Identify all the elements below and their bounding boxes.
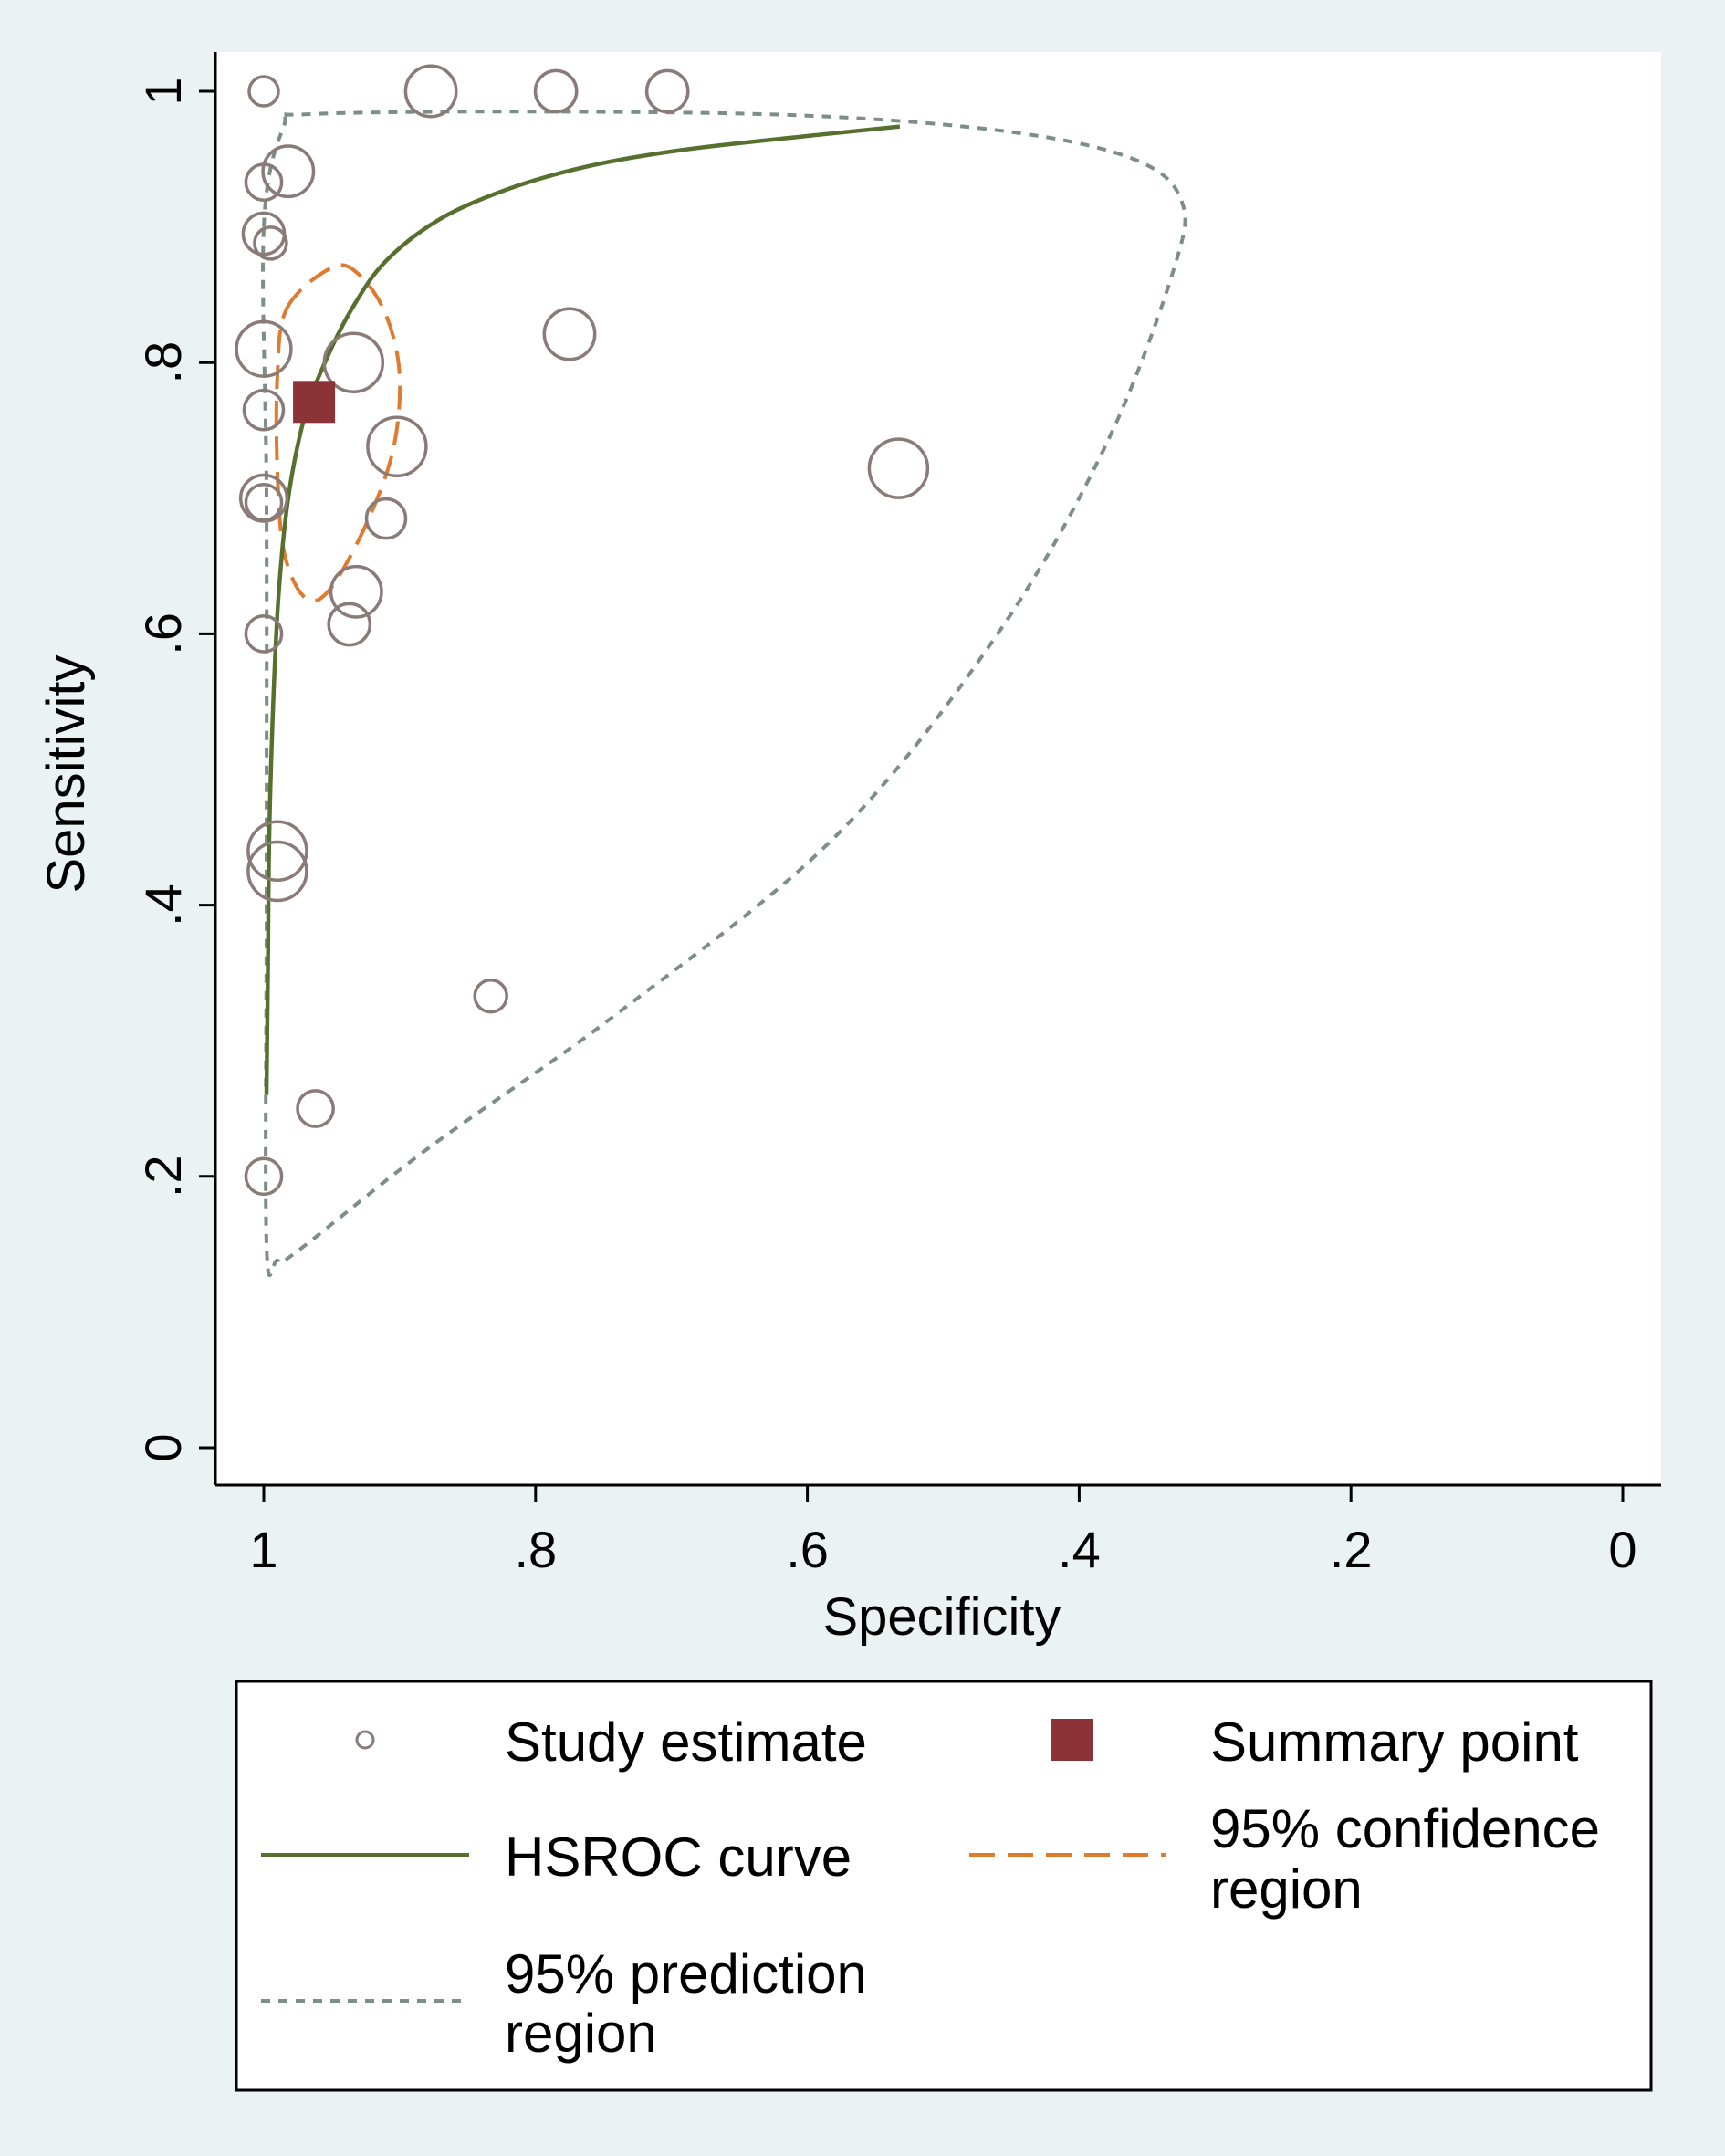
study-point-23 <box>473 978 508 1014</box>
study-point-16 <box>244 482 284 522</box>
study-point-21 <box>246 820 308 882</box>
study-point-18 <box>329 564 383 619</box>
study-point-17 <box>364 497 408 540</box>
study-point-2 <box>403 64 458 119</box>
study-point-8 <box>253 225 288 261</box>
study-point-19 <box>327 602 372 647</box>
y-axis-title: Sensitivity <box>37 654 96 893</box>
study-point-13 <box>366 415 428 478</box>
legend-summary-label: Summary point <box>1210 1711 1579 1773</box>
legend-confidence-label-line2: region <box>1210 1858 1363 1920</box>
x-tick-label-3: .4 <box>1058 1521 1101 1578</box>
study-point-25 <box>244 1156 284 1197</box>
study-point-9 <box>235 319 293 378</box>
x-tick-label-2: .6 <box>786 1521 829 1578</box>
summary-point-layer <box>293 381 336 424</box>
legend-prediction-label-line1: 95% prediction <box>505 1943 867 2004</box>
study-point-6 <box>244 162 284 202</box>
axes-layer: 1 .8 .6 .4 .2 0 0 .2 .4 .6 .8 1 <box>134 52 1661 1578</box>
y-tick-label-2: .4 <box>134 884 192 926</box>
y-tick-label-4: .8 <box>134 341 192 384</box>
study-point-20 <box>244 614 284 654</box>
study-point-24 <box>296 1089 335 1128</box>
confidence-region-layer <box>274 263 402 603</box>
study-point-22 <box>246 840 308 903</box>
legend-hsroc-label: HSROC curve <box>505 1826 852 1888</box>
legend-box <box>235 1680 1653 2092</box>
x-tick-label-4: .2 <box>1330 1521 1373 1578</box>
study-point-1 <box>247 75 280 108</box>
x-axis-title: Specificity <box>822 1587 1061 1647</box>
legend-study-label: Study estimate <box>505 1711 867 1773</box>
x-tick-label-0: 1 <box>249 1521 277 1578</box>
study-point-14 <box>867 437 930 499</box>
legend-prediction-label-line2: region <box>505 2003 657 2064</box>
study-point-5 <box>261 144 316 199</box>
x-tick-label-1: .8 <box>514 1521 557 1578</box>
legend-confidence-label-line1: 95% confidence <box>1210 1798 1600 1859</box>
y-tick-label-1: .2 <box>134 1155 192 1198</box>
study-points-layer <box>235 64 930 1197</box>
legend: Study estimate Summary point HSROC curve… <box>261 1711 1600 2064</box>
legend-summary-symbol <box>1051 1719 1093 1761</box>
study-point-4 <box>644 68 690 114</box>
summary-point <box>293 381 336 424</box>
x-tick-label-5: 0 <box>1608 1521 1636 1578</box>
y-tick-label-5: 1 <box>134 77 192 105</box>
y-tick-label-3: .6 <box>134 612 192 655</box>
confidence-region <box>274 263 402 603</box>
study-point-11 <box>542 307 597 361</box>
legend-study-symbol <box>355 1730 375 1750</box>
plot-area <box>215 52 1661 1485</box>
y-tick-label-0: 0 <box>134 1433 192 1461</box>
study-point-3 <box>533 68 579 114</box>
study-point-10 <box>322 331 385 393</box>
study-point-12 <box>242 388 286 432</box>
